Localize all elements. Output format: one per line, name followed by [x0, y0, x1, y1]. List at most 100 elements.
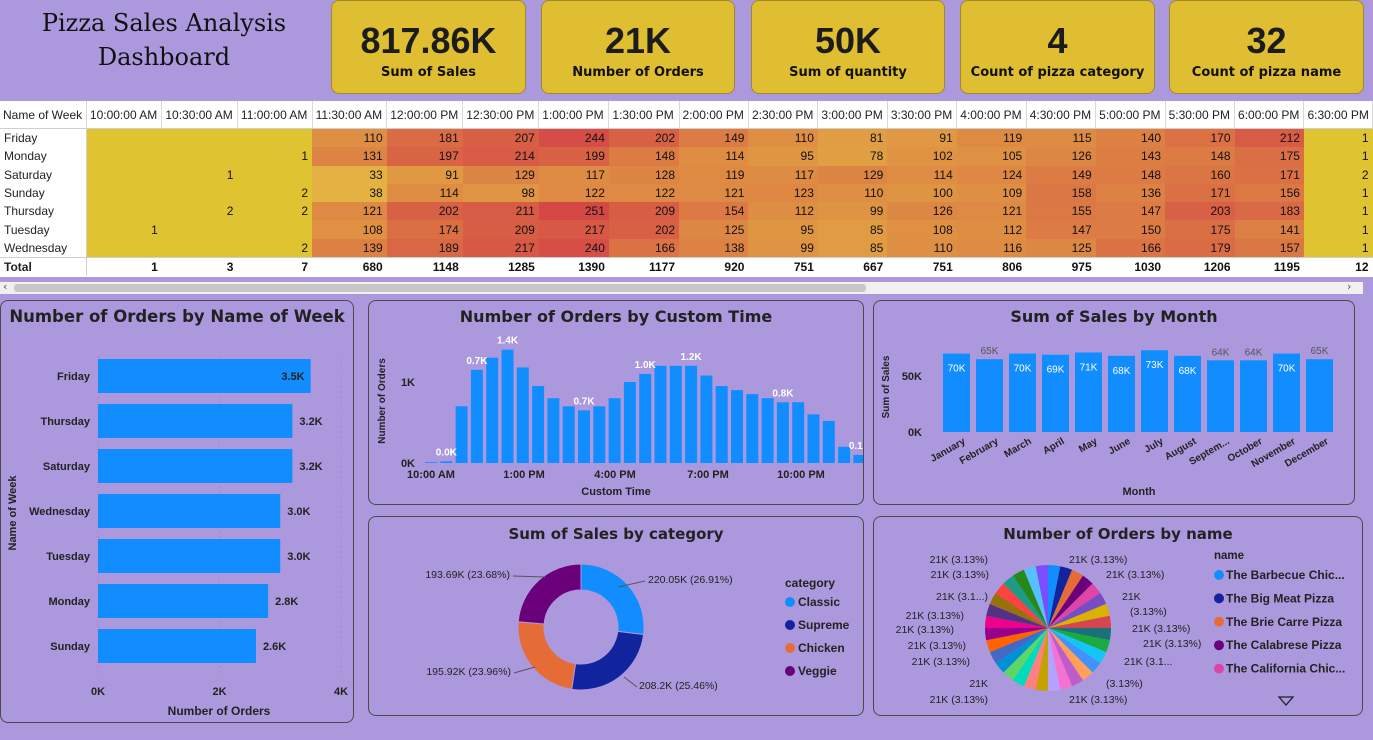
matrix-column-header[interactable]: 11:00:00 AM — [237, 101, 313, 129]
bar[interactable] — [639, 373, 652, 463]
pie-slice[interactable] — [989, 592, 1048, 628]
bar[interactable] — [822, 420, 835, 463]
scroll-right-arrow[interactable]: › — [1347, 280, 1352, 293]
bar[interactable] — [608, 398, 621, 463]
chart-orders-by-name[interactable]: Number of Orders by name 21K (3.13%) 21K … — [873, 516, 1363, 716]
pie-slice[interactable] — [985, 615, 1048, 628]
matrix-column-header[interactable]: 11:30:00 AM — [312, 101, 388, 129]
bar[interactable] — [547, 398, 560, 463]
bar[interactable] — [1141, 350, 1168, 432]
bar[interactable] — [746, 394, 759, 463]
bar[interactable] — [1075, 352, 1102, 432]
scroll-left-arrow[interactable]: ‹ — [3, 280, 8, 293]
pie-slice[interactable] — [1048, 583, 1101, 628]
bar[interactable] — [700, 375, 713, 463]
pie-slice[interactable] — [1048, 569, 1084, 628]
bar[interactable] — [1207, 360, 1234, 432]
matrix-column-header[interactable]: 4:30:00 PM — [1026, 101, 1097, 129]
bar[interactable] — [98, 539, 281, 573]
matrix-column-header[interactable]: 3:30:00 PM — [887, 101, 958, 129]
bar[interactable] — [425, 462, 437, 463]
donut-slice[interactable] — [571, 630, 645, 691]
matrix-corner-header[interactable]: Name of Week — [0, 101, 87, 129]
pie-slice[interactable] — [1048, 603, 1110, 628]
legend-scroll-down-icon[interactable] — [1277, 696, 1295, 706]
pie-slice[interactable] — [1035, 628, 1048, 691]
pie-slice[interactable] — [995, 628, 1048, 673]
pie-slice[interactable] — [1023, 566, 1048, 628]
pie-slice[interactable] — [989, 628, 1048, 664]
matrix-column-header[interactable]: 10:00:00 AM — [86, 101, 163, 129]
bar[interactable] — [98, 359, 311, 393]
pie-slice[interactable] — [1048, 628, 1107, 664]
bar[interactable] — [1042, 354, 1069, 432]
bar[interactable] — [792, 402, 805, 463]
bar[interactable] — [776, 402, 789, 463]
pie-slice[interactable] — [1048, 566, 1073, 628]
pie-slice[interactable] — [1003, 628, 1048, 681]
pie-slice[interactable] — [986, 628, 1048, 653]
bar[interactable] — [98, 494, 281, 528]
bar[interactable] — [562, 406, 575, 463]
matrix-column-header[interactable]: 2:30:00 PM — [748, 101, 819, 129]
pie-slice[interactable] — [1048, 575, 1093, 628]
bar[interactable] — [1240, 360, 1267, 432]
chart-orders-by-time[interactable]: Number of Orders by Custom Time 0.0K 0.7K… — [368, 300, 864, 505]
bar[interactable] — [532, 386, 545, 463]
bar[interactable] — [98, 449, 293, 483]
bar[interactable] — [715, 386, 728, 463]
chart-orders-by-week[interactable]: Number of Orders by Name of Week Name of… — [0, 300, 354, 723]
pie-slice[interactable] — [1035, 565, 1048, 628]
pie-slice[interactable] — [1048, 628, 1111, 641]
bar[interactable] — [807, 414, 820, 463]
bar[interactable] — [838, 446, 851, 463]
bar[interactable] — [98, 404, 293, 438]
bar[interactable] — [486, 357, 499, 463]
bar[interactable] — [98, 584, 269, 618]
bar[interactable] — [1306, 359, 1333, 432]
bar[interactable] — [470, 369, 483, 463]
donut-slice[interactable] — [517, 563, 582, 625]
bar[interactable] — [976, 359, 1003, 432]
pie-slice[interactable] — [1048, 592, 1107, 628]
bar[interactable] — [761, 398, 774, 463]
chart-sales-by-month[interactable]: Sum of Sales by Month 70K January 65K Febru… — [873, 300, 1355, 505]
scrollbar-thumb[interactable] — [14, 284, 866, 292]
matrix-column-header[interactable]: 6:30:00 PM — [1303, 101, 1373, 129]
pie-slice[interactable] — [1048, 628, 1061, 691]
matrix-column-header[interactable]: 1:00:00 PM — [538, 101, 610, 129]
pie-slice[interactable] — [1048, 628, 1073, 690]
pie-slice[interactable] — [1048, 628, 1093, 681]
matrix-column-header[interactable]: 3:00:00 PM — [817, 101, 888, 129]
matrix-column-header[interactable]: 6:00:00 PM — [1234, 101, 1305, 129]
matrix-column-header[interactable]: 5:00:00 PM — [1095, 101, 1166, 129]
pie-slice[interactable] — [1048, 615, 1111, 628]
matrix-column-header[interactable]: 2:00:00 PM — [679, 101, 749, 129]
bar[interactable] — [943, 353, 970, 432]
bar[interactable] — [853, 454, 863, 463]
pie-slice[interactable] — [1048, 628, 1101, 673]
bar[interactable] — [1273, 353, 1300, 432]
matrix-column-header[interactable]: 12:30:00 PM — [462, 101, 540, 129]
bar[interactable] — [578, 410, 590, 463]
pie-slice[interactable] — [1023, 628, 1048, 690]
bar[interactable] — [593, 406, 606, 463]
matrix-column-header[interactable]: 12:00:00 PM — [386, 101, 464, 129]
orders-heatmap-matrix[interactable]: Name of Week 10:00:00 AM 10:30:00 AM 11:00… — [0, 101, 1373, 277]
bar[interactable] — [440, 461, 453, 463]
bar[interactable] — [623, 382, 636, 463]
bar[interactable] — [1009, 353, 1036, 432]
matrix-horizontal-scrollbar[interactable]: ‹ › — [0, 280, 1363, 294]
pie-slice[interactable] — [1048, 628, 1084, 687]
bar[interactable] — [1108, 355, 1135, 432]
matrix-column-header[interactable]: 1:30:00 PM — [608, 101, 680, 129]
pie-slice[interactable] — [1012, 628, 1048, 687]
bar[interactable] — [731, 390, 743, 463]
pie-slice[interactable] — [1048, 565, 1061, 628]
bar[interactable] — [1174, 355, 1201, 432]
pie-slice[interactable] — [1048, 628, 1110, 653]
matrix-column-header[interactable]: 4:00:00 PM — [956, 101, 1027, 129]
pie-slice[interactable] — [995, 583, 1048, 628]
matrix-column-header[interactable]: 10:30:00 AM — [161, 101, 238, 129]
pie-slice[interactable] — [985, 628, 1048, 641]
